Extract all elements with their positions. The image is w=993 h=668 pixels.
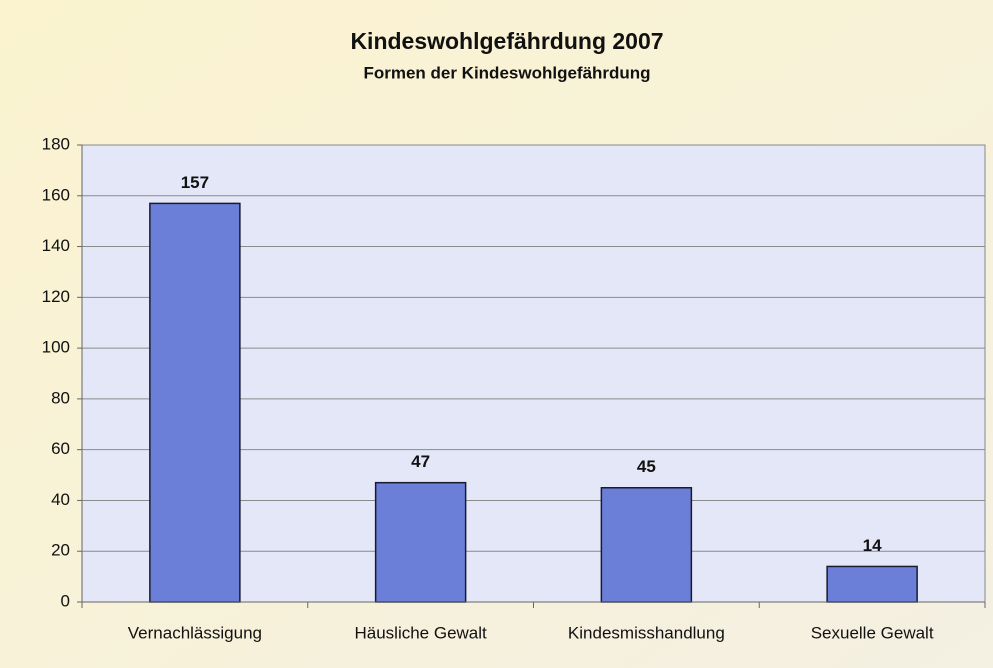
y-tick-label: 180 xyxy=(42,134,70,153)
y-tick-label: 100 xyxy=(42,338,70,357)
y-tick-label: 140 xyxy=(42,236,70,255)
x-tick-label: Sexuelle Gewalt xyxy=(811,623,934,642)
y-tick-label: 40 xyxy=(51,490,70,509)
bar xyxy=(600,487,693,603)
bar xyxy=(149,202,241,603)
y-tick-label: 80 xyxy=(51,388,70,407)
x-tick-label: Häusliche Gewalt xyxy=(354,623,487,642)
x-tick-label: Kindesmisshandlung xyxy=(568,623,725,642)
y-tick-label: 60 xyxy=(51,439,70,458)
value-label: 47 xyxy=(411,452,430,471)
y-tick-label: 0 xyxy=(61,591,70,610)
y-tick-label: 20 xyxy=(51,541,70,560)
y-tick-label: 120 xyxy=(42,287,70,306)
chart-title: Kindeswohlgefährdung 2007 xyxy=(350,28,663,54)
bar xyxy=(374,481,467,603)
bar xyxy=(826,565,918,603)
x-tick-label: Vernachlässigung xyxy=(128,623,262,642)
value-label: 157 xyxy=(181,173,209,192)
chart-subtitle: Formen der Kindeswohlgefährdung xyxy=(363,63,650,82)
value-label: 14 xyxy=(863,536,882,555)
value-label: 45 xyxy=(637,457,656,476)
y-tick-label: 160 xyxy=(42,185,70,204)
